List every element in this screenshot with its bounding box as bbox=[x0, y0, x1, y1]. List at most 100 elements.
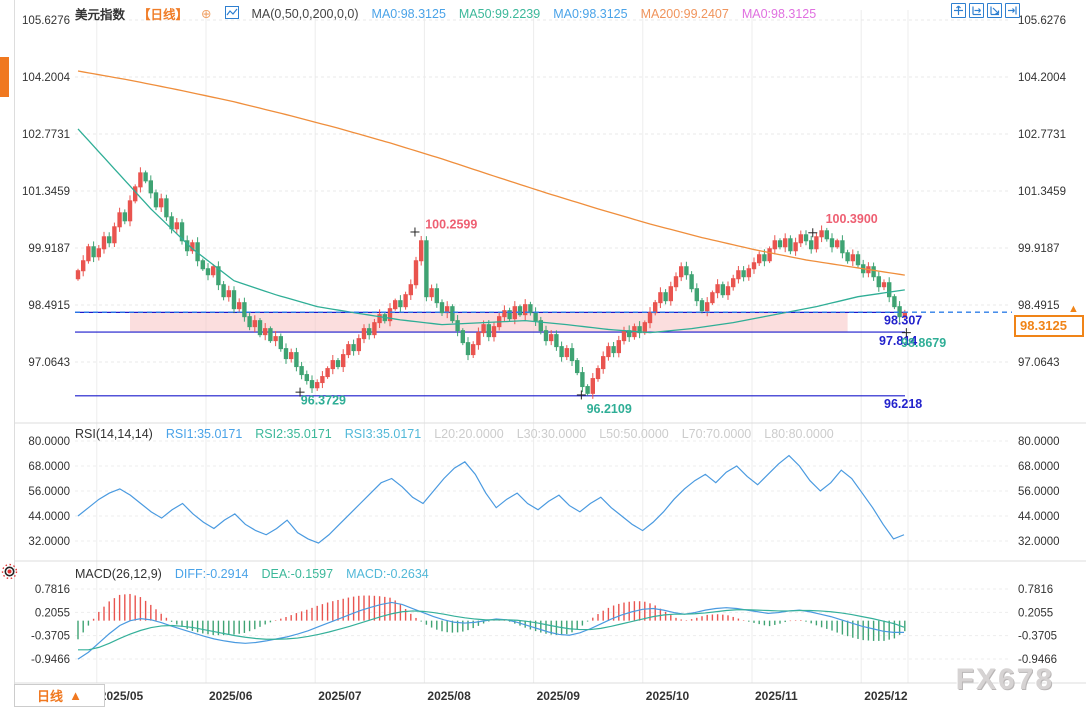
macd-histogram-bar bbox=[701, 616, 703, 621]
ma-indicator-icon[interactable] bbox=[224, 5, 239, 22]
candle-body bbox=[91, 246, 96, 258]
macd-histogram-bar bbox=[675, 617, 677, 621]
legend-item: 美元指数 bbox=[75, 8, 126, 22]
macd-histogram-bar bbox=[92, 618, 95, 621]
rsi-axis-label-left: 56.0000 bbox=[28, 486, 70, 498]
alert-icon[interactable] bbox=[1, 563, 18, 580]
macd-histogram-bar bbox=[124, 594, 126, 621]
candle-body bbox=[757, 254, 762, 264]
candle-body bbox=[575, 360, 580, 374]
plus-circle-icon[interactable]: ⊕ bbox=[201, 7, 212, 21]
candle-body bbox=[887, 282, 892, 298]
candle-body bbox=[845, 252, 850, 262]
macd-axis-label-right: -0.9466 bbox=[1018, 654, 1057, 666]
macd-histogram-bar bbox=[264, 620, 266, 625]
macd-histogram-bar bbox=[436, 620, 438, 630]
point-label: 100.3900 bbox=[826, 212, 878, 226]
legend-item: MACD:-0.2634 bbox=[346, 567, 429, 581]
legend-item: RSI1:35.0171 bbox=[165, 427, 243, 441]
price-axis-label-left: 101.3459 bbox=[22, 186, 70, 198]
candle-body bbox=[715, 284, 720, 294]
candle-body bbox=[684, 266, 689, 276]
candle-body bbox=[679, 266, 684, 278]
macd-histogram-bar bbox=[581, 620, 584, 626]
candle-body bbox=[689, 274, 694, 290]
macd-histogram-bar bbox=[295, 613, 298, 621]
macd-histogram-bar bbox=[592, 617, 594, 621]
time-axis-label: 2025/06 bbox=[209, 689, 253, 703]
macd-histogram-bar bbox=[352, 596, 355, 621]
macd-histogram-bar bbox=[846, 620, 849, 637]
macd-histogram-bar bbox=[680, 619, 682, 621]
macd-histogram-bar bbox=[534, 620, 537, 632]
macd-histogram-bar bbox=[191, 620, 194, 631]
candle-body bbox=[294, 352, 299, 368]
macd-histogram-bar bbox=[737, 618, 740, 621]
hline-label: 96.218 bbox=[884, 397, 922, 411]
hline-label: 97.814 bbox=[879, 334, 917, 348]
macd-histogram-bar bbox=[311, 607, 313, 621]
candle-body bbox=[824, 230, 829, 240]
candle-body bbox=[450, 306, 455, 322]
macd-histogram-bar bbox=[316, 605, 318, 621]
macd-histogram-bar bbox=[763, 620, 766, 626]
macd-histogram-bar bbox=[555, 620, 558, 636]
macd-histogram-bar bbox=[649, 603, 651, 621]
candle-body bbox=[117, 212, 122, 228]
macd-histogram-bar bbox=[768, 620, 771, 627]
ma200-line bbox=[77, 70, 905, 276]
candle-body bbox=[564, 348, 569, 358]
latest-bar-icon[interactable] bbox=[1005, 3, 1020, 18]
candle-body bbox=[335, 360, 341, 368]
candle-body bbox=[341, 354, 346, 368]
price-axis-label-left: 102.7731 bbox=[22, 129, 70, 141]
price-axis-label-right: 104.2004 bbox=[1018, 72, 1067, 84]
candle-body bbox=[237, 302, 242, 310]
scale-y-icon[interactable] bbox=[987, 3, 1002, 18]
candle-body bbox=[502, 310, 507, 318]
macd-histogram-bar bbox=[186, 620, 188, 629]
macd-histogram-bar bbox=[628, 601, 630, 621]
legend-item: DEA:-0.1597 bbox=[261, 567, 334, 581]
macd-histogram-bar bbox=[82, 620, 84, 633]
macd-histogram-bar bbox=[540, 620, 542, 633]
pan-icon[interactable] bbox=[951, 3, 966, 18]
candle-body bbox=[257, 320, 263, 336]
macd-histogram-bar bbox=[108, 601, 110, 621]
macd-histogram-bar bbox=[810, 620, 812, 624]
candle-body bbox=[148, 180, 154, 194]
period-tab[interactable]: 日线 ▲ bbox=[14, 684, 105, 707]
time-axis-label: 2025/12 bbox=[864, 689, 908, 703]
candle-body bbox=[491, 326, 497, 338]
candle-body bbox=[637, 326, 642, 334]
candle-body bbox=[762, 254, 767, 262]
scale-x-icon[interactable] bbox=[969, 3, 984, 18]
candle-body bbox=[403, 294, 408, 308]
macd-histogram-bar bbox=[430, 620, 433, 628]
candle-body bbox=[798, 234, 803, 244]
period-tab-label: 日线 bbox=[37, 689, 64, 704]
price-axis-label-right: 97.0643 bbox=[1018, 357, 1060, 369]
candle-body bbox=[569, 348, 575, 362]
macd-histogram-bar bbox=[285, 617, 287, 621]
macd-axis-label-right: 0.7816 bbox=[1018, 584, 1053, 596]
candle-body bbox=[699, 300, 705, 312]
candle-body bbox=[647, 312, 653, 324]
candle-body bbox=[668, 286, 673, 302]
rsi-axis-label-left: 68.0000 bbox=[28, 461, 70, 473]
macd-axis-label-left: -0.3705 bbox=[31, 631, 70, 643]
macd-histogram-bar bbox=[727, 615, 729, 621]
macd-histogram-bar bbox=[566, 620, 568, 635]
macd-histogram-bar bbox=[150, 604, 152, 621]
macd-histogram-bar bbox=[144, 600, 147, 621]
macd-histogram-bar bbox=[820, 620, 823, 628]
legend-item: L80:80.0000 bbox=[764, 427, 834, 441]
legend-item: RSI2:35.0171 bbox=[255, 427, 332, 441]
price-axis-label-right: 102.7731 bbox=[1018, 129, 1066, 141]
time-axis-label: 2025/11 bbox=[755, 689, 798, 703]
macd-histogram-bar bbox=[638, 601, 641, 621]
macd-histogram-bar bbox=[456, 620, 459, 633]
time-axis-label: 2025/08 bbox=[427, 689, 471, 703]
candle-body bbox=[372, 322, 377, 336]
